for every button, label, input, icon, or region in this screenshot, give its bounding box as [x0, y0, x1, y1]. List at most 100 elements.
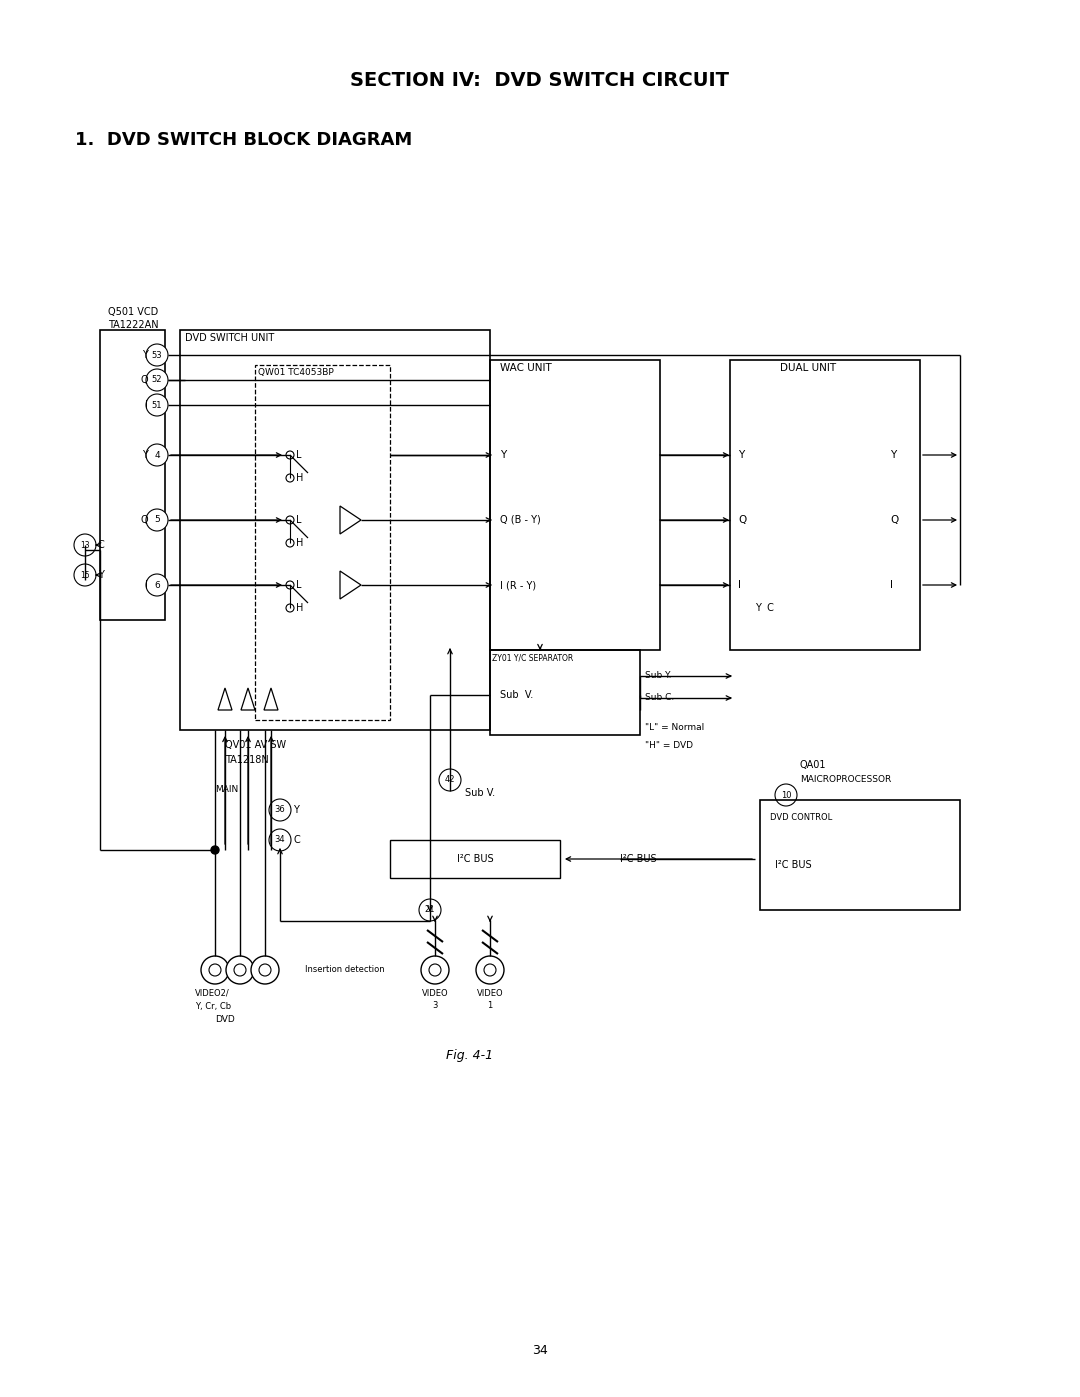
- Text: Y: Y: [738, 450, 744, 460]
- Circle shape: [146, 509, 168, 531]
- Text: TA1218N: TA1218N: [225, 754, 269, 766]
- Text: MAIN: MAIN: [215, 785, 239, 795]
- Text: 42: 42: [445, 775, 456, 785]
- Circle shape: [259, 964, 271, 977]
- Circle shape: [269, 828, 291, 851]
- Circle shape: [210, 964, 221, 977]
- Bar: [390, 840, 561, 877]
- Text: QA01: QA01: [800, 760, 826, 770]
- Circle shape: [226, 956, 254, 983]
- Circle shape: [286, 515, 294, 524]
- Circle shape: [286, 604, 294, 612]
- Text: Q: Q: [140, 374, 148, 386]
- Circle shape: [419, 900, 441, 921]
- Text: 13: 13: [80, 541, 90, 549]
- Text: Q: Q: [738, 515, 746, 525]
- Text: H: H: [296, 474, 303, 483]
- Bar: [730, 360, 920, 650]
- Text: L: L: [296, 580, 301, 590]
- Text: Y: Y: [293, 805, 299, 814]
- Text: Q501 VCD: Q501 VCD: [108, 307, 159, 317]
- Text: 1.  DVD SWITCH BLOCK DIAGRAM: 1. DVD SWITCH BLOCK DIAGRAM: [75, 131, 413, 149]
- Text: 1: 1: [487, 1002, 492, 1010]
- Text: Y: Y: [500, 450, 507, 460]
- Circle shape: [211, 847, 219, 854]
- Text: Sub Y.: Sub Y.: [645, 672, 672, 680]
- Circle shape: [421, 956, 449, 983]
- Text: ZY01 Y/C SEPARATOR: ZY01 Y/C SEPARATOR: [492, 654, 573, 662]
- Circle shape: [269, 799, 291, 821]
- Bar: [490, 360, 660, 650]
- Text: QV01 AV SW: QV01 AV SW: [225, 740, 286, 750]
- Text: C: C: [98, 541, 105, 550]
- Text: 10: 10: [781, 791, 792, 799]
- Circle shape: [146, 444, 168, 467]
- Circle shape: [484, 964, 496, 977]
- Text: Q: Q: [890, 515, 899, 525]
- Text: Y: Y: [98, 570, 104, 580]
- Text: Y: Y: [143, 450, 148, 460]
- Text: 34: 34: [274, 835, 285, 845]
- Text: 36: 36: [274, 806, 285, 814]
- Circle shape: [75, 534, 96, 556]
- Text: 15: 15: [80, 570, 90, 580]
- Circle shape: [775, 784, 797, 806]
- Text: 51: 51: [152, 401, 162, 409]
- Text: VIDEO: VIDEO: [421, 989, 448, 997]
- Circle shape: [286, 581, 294, 590]
- Text: I: I: [890, 580, 893, 590]
- Text: VIDEO2/: VIDEO2/: [195, 989, 230, 997]
- Bar: [760, 800, 960, 909]
- Text: Y  C: Y C: [755, 604, 774, 613]
- Text: DUAL UNIT: DUAL UNIT: [780, 363, 836, 373]
- Circle shape: [234, 964, 246, 977]
- Text: DVD: DVD: [215, 1016, 234, 1024]
- Circle shape: [286, 539, 294, 548]
- Text: "H" = DVD: "H" = DVD: [645, 740, 693, 750]
- Text: MAICROPROCESSOR: MAICROPROCESSOR: [800, 775, 891, 785]
- Circle shape: [146, 394, 168, 416]
- Text: VIDEO: VIDEO: [476, 989, 503, 997]
- Circle shape: [146, 369, 168, 391]
- Circle shape: [438, 768, 461, 791]
- Circle shape: [476, 956, 504, 983]
- Text: H: H: [296, 604, 303, 613]
- Circle shape: [251, 956, 279, 983]
- Text: Q (B - Y): Q (B - Y): [500, 515, 541, 525]
- Circle shape: [146, 344, 168, 366]
- Text: 5: 5: [154, 515, 160, 524]
- Text: I²C BUS: I²C BUS: [457, 854, 494, 863]
- Text: Sub V.: Sub V.: [465, 788, 495, 798]
- Text: I: I: [145, 580, 148, 590]
- Text: 4: 4: [154, 450, 160, 460]
- Text: I: I: [145, 400, 148, 409]
- Text: Y: Y: [890, 450, 896, 460]
- Circle shape: [146, 574, 168, 597]
- Circle shape: [286, 474, 294, 482]
- Text: H: H: [296, 538, 303, 548]
- Text: C: C: [293, 835, 300, 845]
- Text: Sub  V.: Sub V.: [500, 690, 534, 700]
- Bar: [255, 365, 390, 719]
- Text: L: L: [296, 450, 301, 460]
- Text: I²C BUS: I²C BUS: [775, 861, 812, 870]
- Circle shape: [201, 956, 229, 983]
- Text: I (R - Y): I (R - Y): [500, 580, 536, 590]
- Circle shape: [429, 964, 441, 977]
- Text: Insertion detection: Insertion detection: [305, 965, 384, 975]
- Text: I: I: [738, 580, 741, 590]
- Text: Q: Q: [140, 515, 148, 525]
- Text: TA1222AN: TA1222AN: [108, 320, 159, 330]
- Text: 6: 6: [154, 581, 160, 590]
- Text: 34: 34: [532, 1344, 548, 1356]
- Text: "L" = Normal: "L" = Normal: [645, 724, 704, 732]
- Text: QW01 TC4053BP: QW01 TC4053BP: [258, 369, 334, 377]
- Text: Fig. 4-1: Fig. 4-1: [446, 1049, 494, 1062]
- Text: WAC UNIT: WAC UNIT: [500, 363, 552, 373]
- Bar: [100, 330, 165, 620]
- Circle shape: [286, 451, 294, 460]
- Text: L: L: [296, 515, 301, 525]
- Text: Y: Y: [143, 351, 148, 360]
- Text: 3: 3: [432, 1002, 437, 1010]
- Bar: [180, 330, 490, 731]
